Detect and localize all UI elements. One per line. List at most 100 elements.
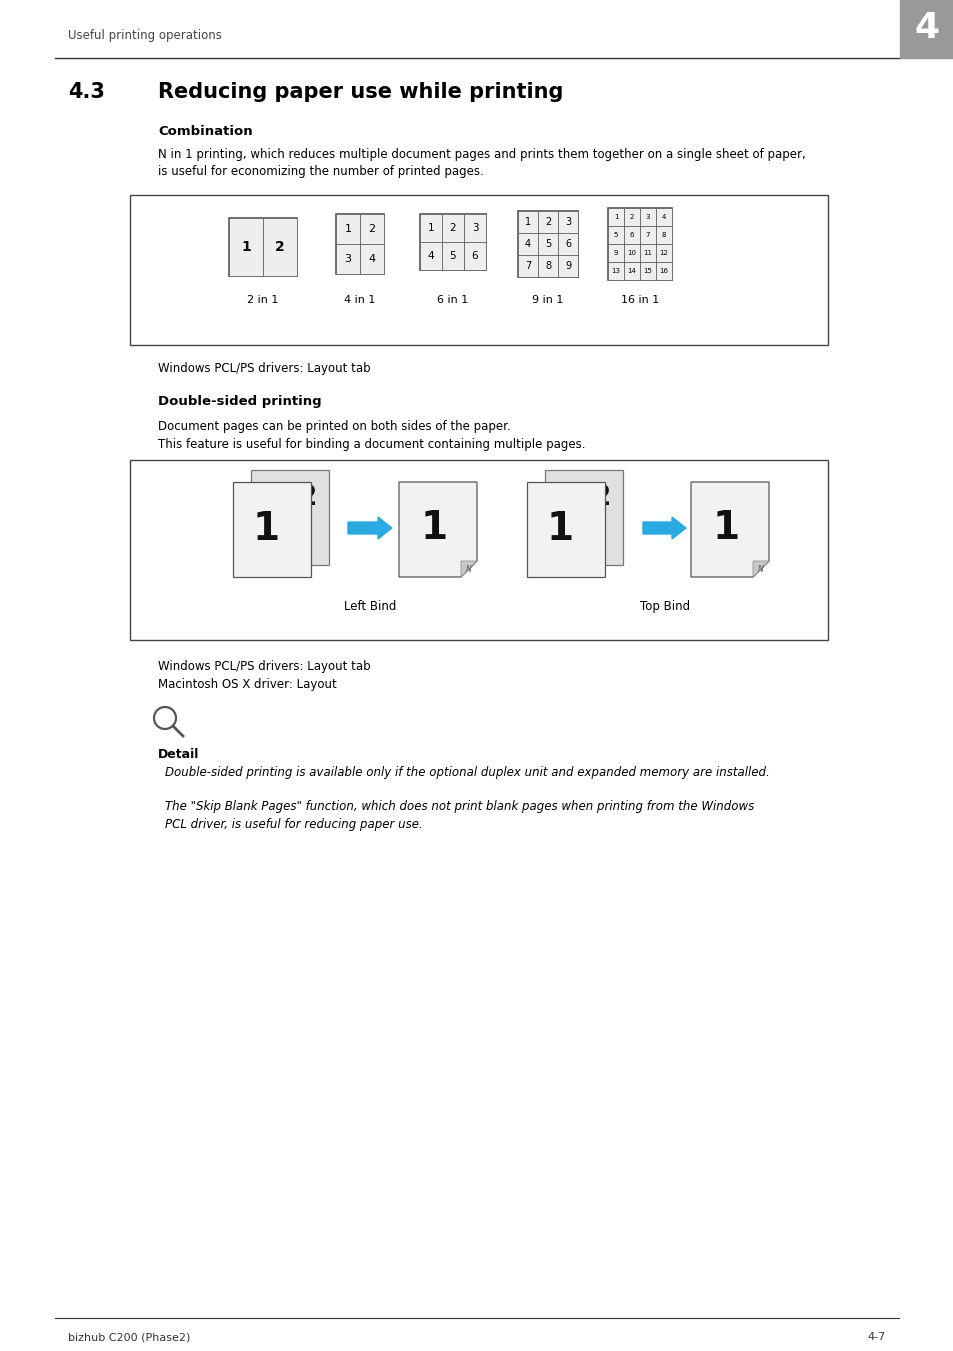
- Bar: [656, 208, 671, 226]
- Text: 4: 4: [524, 239, 531, 249]
- Text: 2: 2: [368, 224, 375, 234]
- Text: 12: 12: [659, 250, 668, 255]
- Text: PCL driver, is useful for reducing paper use.: PCL driver, is useful for reducing paper…: [165, 817, 422, 831]
- FancyArrow shape: [348, 517, 392, 539]
- Text: The "Skip Blank Pages" function, which does not print blank pages when printing : The "Skip Blank Pages" function, which d…: [165, 800, 754, 813]
- Text: 14: 14: [627, 267, 636, 274]
- Text: 2: 2: [544, 218, 551, 227]
- Text: N: N: [758, 565, 763, 574]
- Bar: [335, 213, 384, 274]
- Bar: [335, 245, 359, 274]
- Bar: [656, 262, 671, 280]
- Bar: [623, 226, 639, 245]
- Text: Double-sided printing: Double-sided printing: [158, 394, 321, 408]
- Bar: [229, 218, 296, 276]
- Text: Combination: Combination: [158, 126, 253, 138]
- Bar: [537, 255, 558, 277]
- Text: 2: 2: [297, 482, 316, 511]
- Text: 1: 1: [420, 508, 447, 547]
- Bar: [607, 262, 623, 280]
- Text: Document pages can be printed on both sides of the paper.: Document pages can be printed on both si…: [158, 420, 510, 434]
- Text: 9 in 1: 9 in 1: [532, 295, 563, 305]
- Bar: [130, 195, 827, 345]
- Bar: [419, 213, 441, 242]
- Text: 1: 1: [427, 223, 434, 232]
- Bar: [899, 0, 953, 58]
- Text: bizhub C200 (Phase2): bizhub C200 (Phase2): [68, 1332, 191, 1342]
- Polygon shape: [460, 561, 476, 577]
- Polygon shape: [752, 561, 768, 577]
- Bar: [441, 213, 463, 242]
- Text: 4-7: 4-7: [867, 1332, 885, 1342]
- Text: 2 in 1: 2 in 1: [247, 295, 278, 305]
- Text: 2: 2: [274, 240, 285, 254]
- Text: Useful printing operations: Useful printing operations: [68, 30, 222, 42]
- Text: 1: 1: [712, 508, 739, 547]
- Bar: [623, 208, 639, 226]
- Bar: [263, 218, 296, 276]
- Polygon shape: [398, 482, 476, 577]
- Bar: [607, 245, 623, 262]
- Text: 16: 16: [659, 267, 668, 274]
- Text: 1: 1: [613, 213, 618, 220]
- Text: 1: 1: [546, 511, 573, 549]
- Text: 1: 1: [344, 224, 351, 234]
- Bar: [463, 213, 485, 242]
- Text: 11: 11: [643, 250, 652, 255]
- Bar: [229, 218, 263, 276]
- Text: 3: 3: [645, 213, 650, 220]
- Bar: [359, 213, 384, 245]
- Bar: [517, 255, 537, 277]
- Bar: [359, 245, 384, 274]
- Bar: [544, 470, 622, 565]
- Bar: [639, 262, 656, 280]
- Text: 1: 1: [241, 240, 251, 254]
- Text: N: N: [466, 565, 472, 574]
- Text: Windows PCL/PS drivers: Layout tab: Windows PCL/PS drivers: Layout tab: [158, 362, 370, 376]
- Text: is useful for economizing the number of printed pages.: is useful for economizing the number of …: [158, 165, 483, 178]
- Text: 9: 9: [613, 250, 618, 255]
- Text: 8: 8: [661, 232, 665, 238]
- Text: 8: 8: [544, 261, 551, 272]
- Bar: [517, 211, 578, 277]
- Text: Windows PCL/PS drivers: Layout tab: Windows PCL/PS drivers: Layout tab: [158, 661, 370, 673]
- Text: 2: 2: [449, 223, 456, 232]
- Text: 3: 3: [564, 218, 571, 227]
- Bar: [335, 213, 359, 245]
- Text: 2: 2: [629, 213, 634, 220]
- Text: 4.3: 4.3: [68, 82, 105, 101]
- Bar: [233, 482, 311, 577]
- Text: 1: 1: [252, 511, 279, 549]
- Bar: [537, 232, 558, 255]
- Text: 6: 6: [564, 239, 571, 249]
- Text: Double-sided printing is available only if the optional duplex unit and expanded: Double-sided printing is available only …: [165, 766, 769, 780]
- Bar: [419, 242, 441, 270]
- Text: 5: 5: [544, 239, 551, 249]
- Bar: [607, 226, 623, 245]
- Text: Macintosh OS X driver: Layout: Macintosh OS X driver: Layout: [158, 678, 336, 690]
- Bar: [623, 245, 639, 262]
- Text: 7: 7: [645, 232, 650, 238]
- Bar: [607, 208, 623, 226]
- Bar: [251, 470, 329, 565]
- Text: 5: 5: [613, 232, 618, 238]
- Bar: [463, 242, 485, 270]
- Text: 4: 4: [368, 254, 375, 263]
- Bar: [639, 226, 656, 245]
- Bar: [656, 226, 671, 245]
- Bar: [558, 255, 578, 277]
- Bar: [517, 232, 537, 255]
- Text: 3: 3: [344, 254, 351, 263]
- Bar: [558, 211, 578, 232]
- Text: Left Bind: Left Bind: [343, 600, 395, 613]
- Bar: [517, 211, 537, 232]
- Text: 4: 4: [661, 213, 665, 220]
- Bar: [558, 232, 578, 255]
- Bar: [537, 211, 558, 232]
- Text: 7: 7: [524, 261, 531, 272]
- Bar: [639, 245, 656, 262]
- Text: 6: 6: [471, 251, 477, 261]
- Bar: [130, 459, 827, 640]
- Text: 10: 10: [627, 250, 636, 255]
- Text: 4 in 1: 4 in 1: [344, 295, 375, 305]
